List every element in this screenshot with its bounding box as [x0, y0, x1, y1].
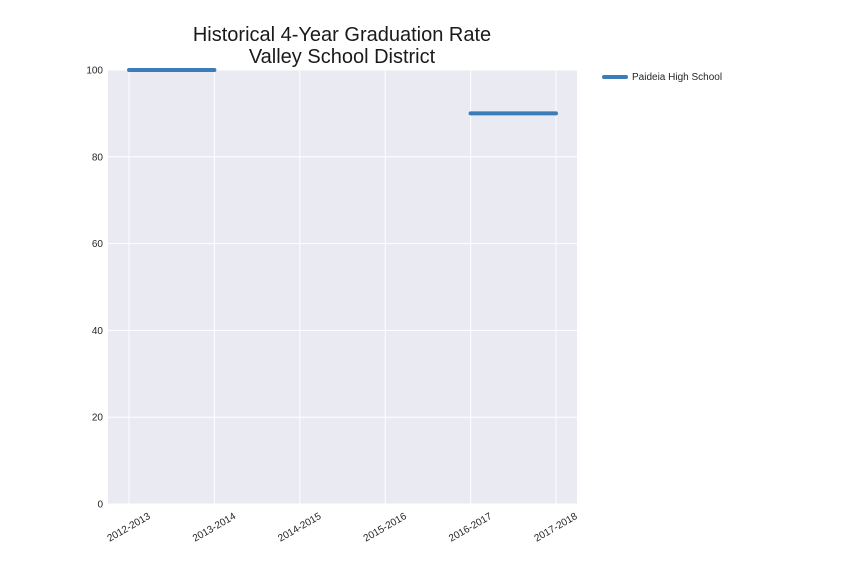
x-tick-label-2014-2015: 2014-2015	[276, 511, 323, 545]
x-tick-label-2015-2016: 2015-2016	[362, 511, 409, 545]
x-tick-label-2012-2013: 2012-2013	[106, 511, 153, 545]
x-tick-label-2017-2018: 2017-2018	[533, 511, 580, 545]
legend-label-paideia-high-school: Paideia High School	[632, 72, 722, 83]
x-tick-label-2016-2017: 2016-2017	[447, 511, 494, 545]
x-axis-ticks: 2012-2013 2013-2014 2014-2015 2015-2016 2016…	[106, 511, 580, 545]
y-tick-label-20: 20	[92, 413, 104, 424]
chart-title-line-2: Valley School District	[249, 46, 436, 68]
y-tick-label-60: 60	[92, 239, 104, 250]
x-tick-label-2013-2014: 2013-2014	[191, 511, 238, 545]
series-layer	[127, 68, 558, 116]
y-tick-label-0: 0	[97, 500, 103, 511]
plot-area	[108, 70, 577, 504]
y-tick-label-40: 40	[92, 326, 104, 337]
legend: Paideia High School	[602, 72, 722, 83]
y-tick-label-80: 80	[92, 152, 104, 163]
chart-title-line-1: Historical 4-Year Graduation Rate	[193, 24, 491, 46]
y-axis-ticks: 0 20 40 60 80 100	[86, 66, 103, 511]
y-tick-label-100: 100	[86, 66, 103, 77]
